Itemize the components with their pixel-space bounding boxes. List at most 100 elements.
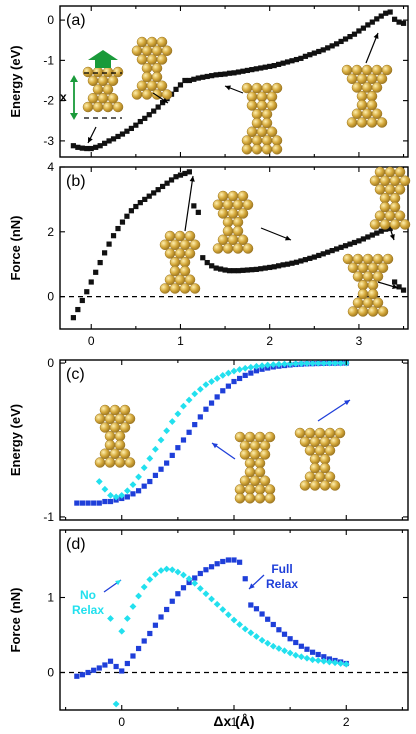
data-point bbox=[97, 143, 103, 149]
gold-atom bbox=[382, 253, 394, 265]
gold-atom bbox=[394, 210, 406, 221]
annotation-full-relax: Full bbox=[271, 562, 292, 576]
data-point bbox=[146, 112, 152, 118]
gold-atom bbox=[99, 448, 111, 459]
gold-atom bbox=[357, 288, 369, 300]
data-point bbox=[337, 359, 345, 367]
gold-atom bbox=[246, 100, 258, 111]
annotation-no-relax: Relax bbox=[72, 603, 104, 617]
atom-cluster bbox=[131, 36, 173, 100]
data-point bbox=[102, 250, 108, 256]
series-black_series bbox=[70, 169, 407, 321]
gold-atom bbox=[99, 404, 111, 416]
data-point bbox=[106, 241, 112, 247]
data-point bbox=[374, 16, 380, 22]
gold-atom bbox=[112, 101, 124, 113]
gold-atom bbox=[212, 243, 224, 254]
data-point bbox=[275, 645, 283, 652]
gold-atom bbox=[246, 126, 258, 137]
gold-atom bbox=[174, 230, 186, 242]
data-point bbox=[124, 660, 130, 667]
data-point bbox=[271, 62, 277, 69]
data-point bbox=[119, 131, 126, 137]
data-point bbox=[303, 359, 311, 367]
data-point bbox=[334, 41, 340, 47]
gold-atom bbox=[399, 219, 411, 230]
data-point bbox=[115, 133, 121, 140]
data-point bbox=[195, 75, 201, 81]
panel-c: 0 -1 Energy (eV) (c) bbox=[8, 356, 409, 524]
gold-atom bbox=[189, 283, 201, 294]
gold-atom bbox=[244, 493, 256, 504]
data-point bbox=[102, 662, 108, 668]
data-point bbox=[164, 606, 170, 613]
data-point bbox=[275, 360, 283, 368]
data-point bbox=[160, 100, 166, 106]
gold-atom bbox=[184, 230, 196, 242]
data-point bbox=[204, 259, 210, 266]
data-point bbox=[262, 64, 268, 70]
gold-atom bbox=[87, 75, 99, 86]
gold-atom bbox=[371, 108, 383, 119]
data-point bbox=[326, 658, 333, 666]
data-point bbox=[128, 125, 134, 132]
gold-atom bbox=[384, 210, 396, 221]
gold-atom bbox=[241, 144, 253, 155]
gold-atom bbox=[376, 117, 388, 128]
data-point bbox=[200, 255, 206, 261]
data-point bbox=[74, 673, 80, 679]
data-point bbox=[129, 603, 137, 610]
data-point bbox=[164, 180, 170, 186]
data-point bbox=[79, 145, 85, 151]
gold-atom bbox=[107, 93, 119, 104]
gold-atom bbox=[109, 448, 121, 459]
atom-cluster bbox=[294, 427, 346, 491]
data-point bbox=[258, 362, 266, 370]
green-arrowhead bbox=[70, 113, 78, 120]
data-point bbox=[186, 579, 192, 586]
data-point bbox=[208, 564, 215, 570]
data-point bbox=[119, 668, 125, 674]
data-point bbox=[356, 238, 362, 244]
data-point bbox=[75, 306, 81, 313]
y-tick-label: -1 bbox=[43, 53, 54, 67]
gold-atom bbox=[399, 175, 411, 186]
annotation-full-relax: Relax bbox=[266, 577, 298, 591]
data-point bbox=[236, 366, 244, 373]
gold-atom bbox=[264, 493, 276, 504]
data-point bbox=[213, 72, 219, 78]
data-point bbox=[286, 360, 294, 368]
gold-atom bbox=[156, 54, 168, 65]
gold-atom bbox=[256, 100, 268, 111]
data-point bbox=[293, 639, 299, 646]
data-point bbox=[213, 375, 221, 382]
gold-atom bbox=[189, 239, 201, 250]
gold-atom bbox=[102, 84, 114, 95]
gold-atom bbox=[237, 190, 249, 202]
arrowhead bbox=[115, 580, 121, 586]
series-no_relax bbox=[107, 565, 350, 708]
gold-atom bbox=[374, 184, 386, 195]
gold-atom bbox=[362, 253, 374, 265]
data-point bbox=[316, 252, 322, 259]
gold-atom bbox=[394, 184, 406, 195]
gold-atom bbox=[314, 427, 326, 439]
gold-atom bbox=[351, 82, 363, 93]
data-point bbox=[309, 656, 316, 664]
data-point bbox=[244, 267, 250, 273]
data-point bbox=[180, 571, 187, 579]
gold-atom bbox=[299, 436, 311, 447]
gold-atom bbox=[347, 306, 359, 317]
gold-atom bbox=[184, 274, 196, 285]
data-point bbox=[320, 359, 328, 367]
data-point bbox=[85, 500, 91, 506]
y-axis-label: Energy (eV) bbox=[8, 45, 23, 117]
data-point bbox=[267, 63, 273, 69]
gold-atom bbox=[164, 274, 176, 285]
gold-atom bbox=[114, 457, 126, 468]
gold-atom bbox=[102, 66, 114, 78]
data-point bbox=[197, 414, 203, 420]
gold-atom bbox=[169, 265, 181, 277]
data-point bbox=[115, 225, 121, 232]
